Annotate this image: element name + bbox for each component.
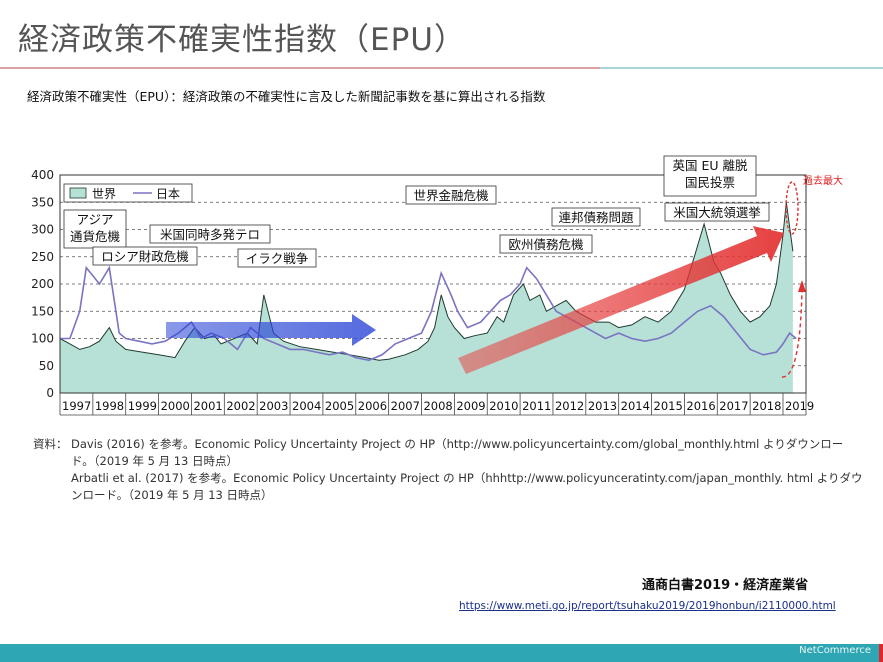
annotation-label: 国民投票	[685, 175, 735, 190]
x-tick-label: 2003	[259, 399, 288, 413]
annotation-label: ロシア財政危機	[101, 249, 189, 264]
notes-label: 資料：	[33, 437, 68, 451]
blue-trend-arrow	[166, 314, 376, 346]
footer-logo: NetCommerce	[799, 645, 871, 656]
legend: 世界 日本	[63, 183, 193, 203]
annotation-4: 世界金融危機	[405, 185, 497, 205]
legend-swatch-world	[69, 187, 87, 199]
x-tick-label: 2010	[489, 399, 518, 413]
annotation-3: イラク戦争	[237, 248, 317, 268]
annotation-5: 欧州債務危機	[499, 234, 593, 254]
legend-label-world: 世界	[92, 187, 116, 201]
x-tick-label: 2018	[752, 399, 781, 413]
record-high-arrow	[781, 289, 803, 378]
x-axis: 1997 1998 1999 2000 2001 2002 2003 2004 2005 2006…	[59, 393, 814, 416]
notes-line-1: Davis (2016) を参考。Economic Policy Uncerta…	[71, 437, 844, 468]
annotation-box	[499, 234, 593, 254]
slide-title: 経済政策不確実性指数（EPU）	[18, 22, 466, 58]
y-tick-label: 150	[31, 304, 54, 318]
notes-line-2: Arbatli et al. (2017) を参考。Economic Polic…	[71, 471, 863, 502]
y-tick-label: 300	[31, 223, 54, 237]
title-divider-accent	[600, 67, 883, 69]
record-high-marker	[785, 181, 799, 235]
annotation-label: 米国大統領選挙	[673, 205, 761, 220]
x-tick-label: 2007	[391, 399, 420, 413]
x-tick-label: 2011	[522, 399, 551, 413]
legend-label-japan: 日本	[156, 187, 180, 201]
annotation-box	[237, 248, 317, 268]
annotation-label: 連邦債務問題	[558, 210, 634, 225]
x-tick-label: 2004	[292, 399, 321, 413]
red-trend-arrow	[458, 226, 784, 374]
trend-arrows	[166, 181, 806, 378]
annotation-box	[663, 155, 757, 197]
series-area-world	[60, 202, 793, 393]
x-tick-label: 2015	[654, 399, 683, 413]
annotation-label: 欧州債務危機	[508, 237, 584, 252]
annotation-1: ロシア財政危機	[92, 246, 198, 266]
y-tick-label: 350	[31, 195, 54, 209]
publisher: 通商白書2019・経済産業省	[642, 578, 809, 593]
annotation-8: 米国大統領選挙	[664, 202, 770, 222]
x-tick-label: 1998	[95, 399, 124, 413]
x-tick-label: 2016	[686, 399, 715, 413]
y-tick-label: 50	[39, 359, 54, 373]
annotation-record-high: 過去最大	[803, 174, 843, 187]
annotation-box	[551, 207, 641, 227]
footer-bar: NetCommerce	[0, 644, 883, 662]
footer-accent	[879, 644, 883, 662]
x-tick-label: 1999	[128, 399, 157, 413]
y-tick-label: 400	[31, 168, 54, 182]
record-high-arrowhead	[798, 280, 806, 292]
annotation-label: 米国同時多発テロ	[160, 227, 260, 242]
x-tick-label: 2000	[161, 399, 190, 413]
x-tick-label: 2012	[555, 399, 584, 413]
y-axis: 0 50 100 150 200 250 300 350 400	[31, 168, 54, 400]
x-tick-label: 2014	[621, 399, 650, 413]
y-tick-label: 0	[46, 386, 54, 400]
annotation-label: イラク戦争	[246, 251, 309, 266]
y-tick-label: 200	[31, 277, 54, 291]
annotation-6: 連邦債務問題	[551, 207, 641, 227]
x-tick-label: 2001	[193, 399, 222, 413]
plot-frame	[59, 174, 807, 394]
x-tick-label: 2006	[358, 399, 387, 413]
epu-chart: 0 50 100 150 200 250 300 350 400 1997 1998 1999 200…	[31, 155, 843, 416]
annotation-label: 通貨危機	[70, 229, 121, 244]
source-notes: 資料： Davis (2016) を参考。Economic Policy Unc…	[33, 436, 863, 504]
x-tick-label: 2008	[423, 399, 452, 413]
title-divider	[0, 67, 883, 69]
annotation-label: 世界金融危機	[413, 188, 489, 203]
x-tick-label: 2002	[226, 399, 255, 413]
annotation-box	[92, 246, 198, 266]
annotation-box	[405, 185, 497, 205]
x-tick-label: 1997	[62, 399, 91, 413]
legend-box	[63, 183, 193, 203]
y-tick-label: 100	[31, 332, 54, 346]
annotation-2: 米国同時多発テロ	[149, 224, 271, 244]
y-tick-label: 250	[31, 250, 54, 264]
x-tick-label: 2009	[456, 399, 485, 413]
slide-subtitle: 経済政策不確実性（EPU）：経済政策の不確実性に言及した新聞記事数を基に算出され…	[27, 89, 546, 104]
x-tick-label: 2017	[719, 399, 748, 413]
x-tick-label: 2005	[325, 399, 354, 413]
x-tick-label: 2019	[785, 399, 814, 413]
series-line-japan	[60, 265, 797, 362]
annotation-box	[149, 224, 271, 244]
annotation-label: アジア	[76, 212, 113, 227]
x-tick-label: 2013	[588, 399, 617, 413]
annotation-label: 英国 EU 離脱	[673, 158, 748, 173]
source-link[interactable]: https://www.meti.go.jp/report/tsuhaku201…	[459, 600, 836, 612]
annotation-box	[664, 202, 770, 222]
